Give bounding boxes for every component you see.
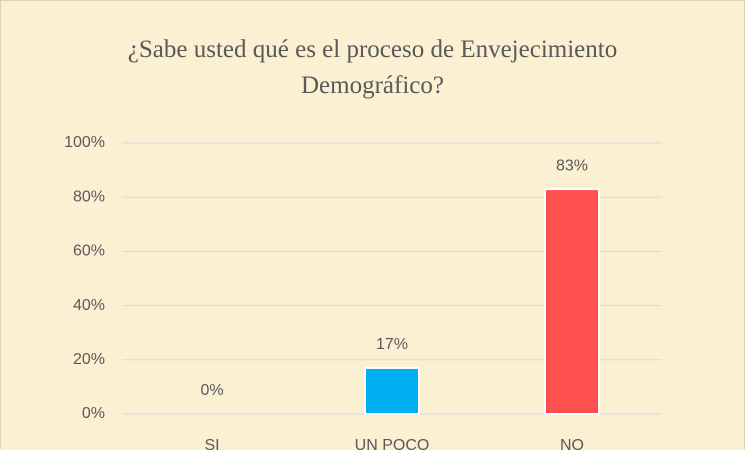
x-tick-label: UN POCO — [355, 437, 430, 450]
y-tick-label: 20% — [73, 351, 105, 368]
bar — [544, 188, 600, 415]
y-tick-label: 100% — [64, 134, 105, 151]
bar — [364, 366, 420, 415]
x-tick-label: SI — [204, 437, 219, 450]
y-tick-label: 60% — [73, 243, 105, 260]
x-tick-label: NO — [560, 437, 584, 450]
y-tick-label: 0% — [82, 405, 105, 422]
data-label: 0% — [200, 382, 223, 399]
y-tick-label: 40% — [73, 297, 105, 314]
y-tick-label: 80% — [73, 188, 105, 205]
data-label: 17% — [376, 336, 408, 353]
chart-title: ¿Sabe usted qué es el proceso de Envejec… — [127, 36, 618, 99]
data-label: 83% — [556, 157, 588, 174]
